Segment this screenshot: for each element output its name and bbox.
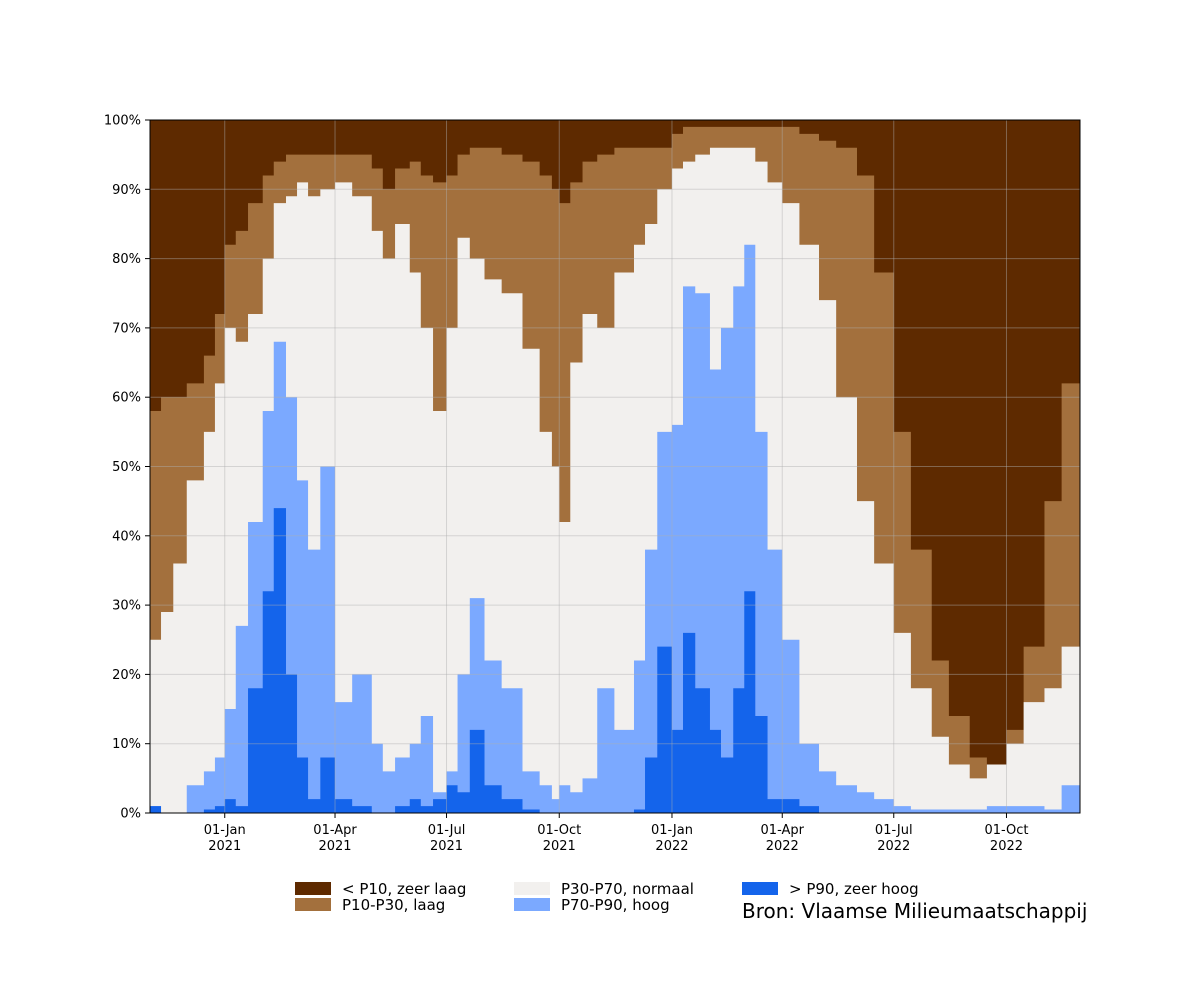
y-tick-label: 0% — [120, 807, 141, 822]
y-tick-label: 50% — [112, 460, 141, 475]
y-tick-label: 90% — [112, 183, 141, 198]
y-tick-label: 10% — [112, 737, 141, 752]
x-tick-label: 01-Oct — [537, 823, 581, 838]
legend-swatch — [514, 898, 550, 911]
x-tick-year-label: 2021 — [430, 839, 463, 854]
legend-item-zeer-hoog: > P90, zeer hoog — [742, 879, 919, 898]
x-tick-label: 01-Jul — [875, 823, 913, 838]
x-tick-year-label: 2022 — [766, 839, 799, 854]
y-tick-label: 70% — [112, 321, 141, 336]
legend-swatch — [295, 882, 331, 895]
y-tick-label: 80% — [112, 252, 141, 267]
legend-label: < P10, zeer laag — [342, 879, 467, 898]
legend-label: P10-P30, laag — [342, 895, 446, 914]
legend-item-normaal: P30-P70, normaal — [514, 879, 694, 898]
legend-label: P70-P90, hoog — [561, 895, 670, 914]
legend-swatch — [742, 882, 778, 895]
area-series-3 — [150, 244, 1080, 814]
legend-label: > P90, zeer hoog — [789, 879, 919, 898]
legend-swatch — [295, 898, 331, 911]
legend-swatch — [514, 882, 550, 895]
x-tick-year-label: 2021 — [543, 839, 576, 854]
y-tick-label: 60% — [112, 391, 141, 406]
x-tick-label: 01-Oct — [984, 823, 1028, 838]
area-series-2 — [150, 147, 1080, 814]
legend-item-laag: P10-P30, laag — [295, 895, 446, 914]
source-credit: Bron: Vlaamse Milieumaatschappij — [742, 899, 1088, 923]
x-tick-year-label: 2022 — [990, 839, 1023, 854]
y-tick-label: 40% — [112, 529, 141, 544]
y-axis: 0% 10% 20% 30% 40% 50% 60% 70% 80% 90% 100% — [104, 114, 150, 822]
x-tick-label: 01-Jan — [204, 823, 246, 838]
legend: < P10, zeer laag P10-P30, laag P30-P70, … — [295, 879, 919, 914]
legend-item-zeer-laag: < P10, zeer laag — [295, 879, 467, 898]
x-tick-label: 01-Apr — [313, 823, 357, 838]
y-tick-label: 20% — [112, 668, 141, 683]
x-tick-label: 01-Jan — [651, 823, 693, 838]
legend-item-hoog: P70-P90, hoog — [514, 895, 670, 914]
x-tick-year-label: 2021 — [208, 839, 241, 854]
y-tick-label: 100% — [104, 114, 141, 129]
percentile-area-chart: 0% 10% 20% 30% 40% 50% 60% 70% 80% 90% 100% 01-Jan… — [104, 114, 1081, 854]
stacked-areas — [150, 120, 1080, 814]
x-tick-year-label: 2021 — [318, 839, 351, 854]
legend-label: P30-P70, normaal — [561, 879, 694, 898]
x-tick-year-label: 2022 — [877, 839, 910, 854]
x-tick-label: 01-Apr — [761, 823, 805, 838]
x-tick-label: 01-Jul — [428, 823, 466, 838]
x-axis: 01-Jan202101-Apr202101-Jul202101-Oct2021… — [204, 813, 1029, 854]
y-tick-label: 30% — [112, 599, 141, 614]
x-tick-year-label: 2022 — [655, 839, 688, 854]
